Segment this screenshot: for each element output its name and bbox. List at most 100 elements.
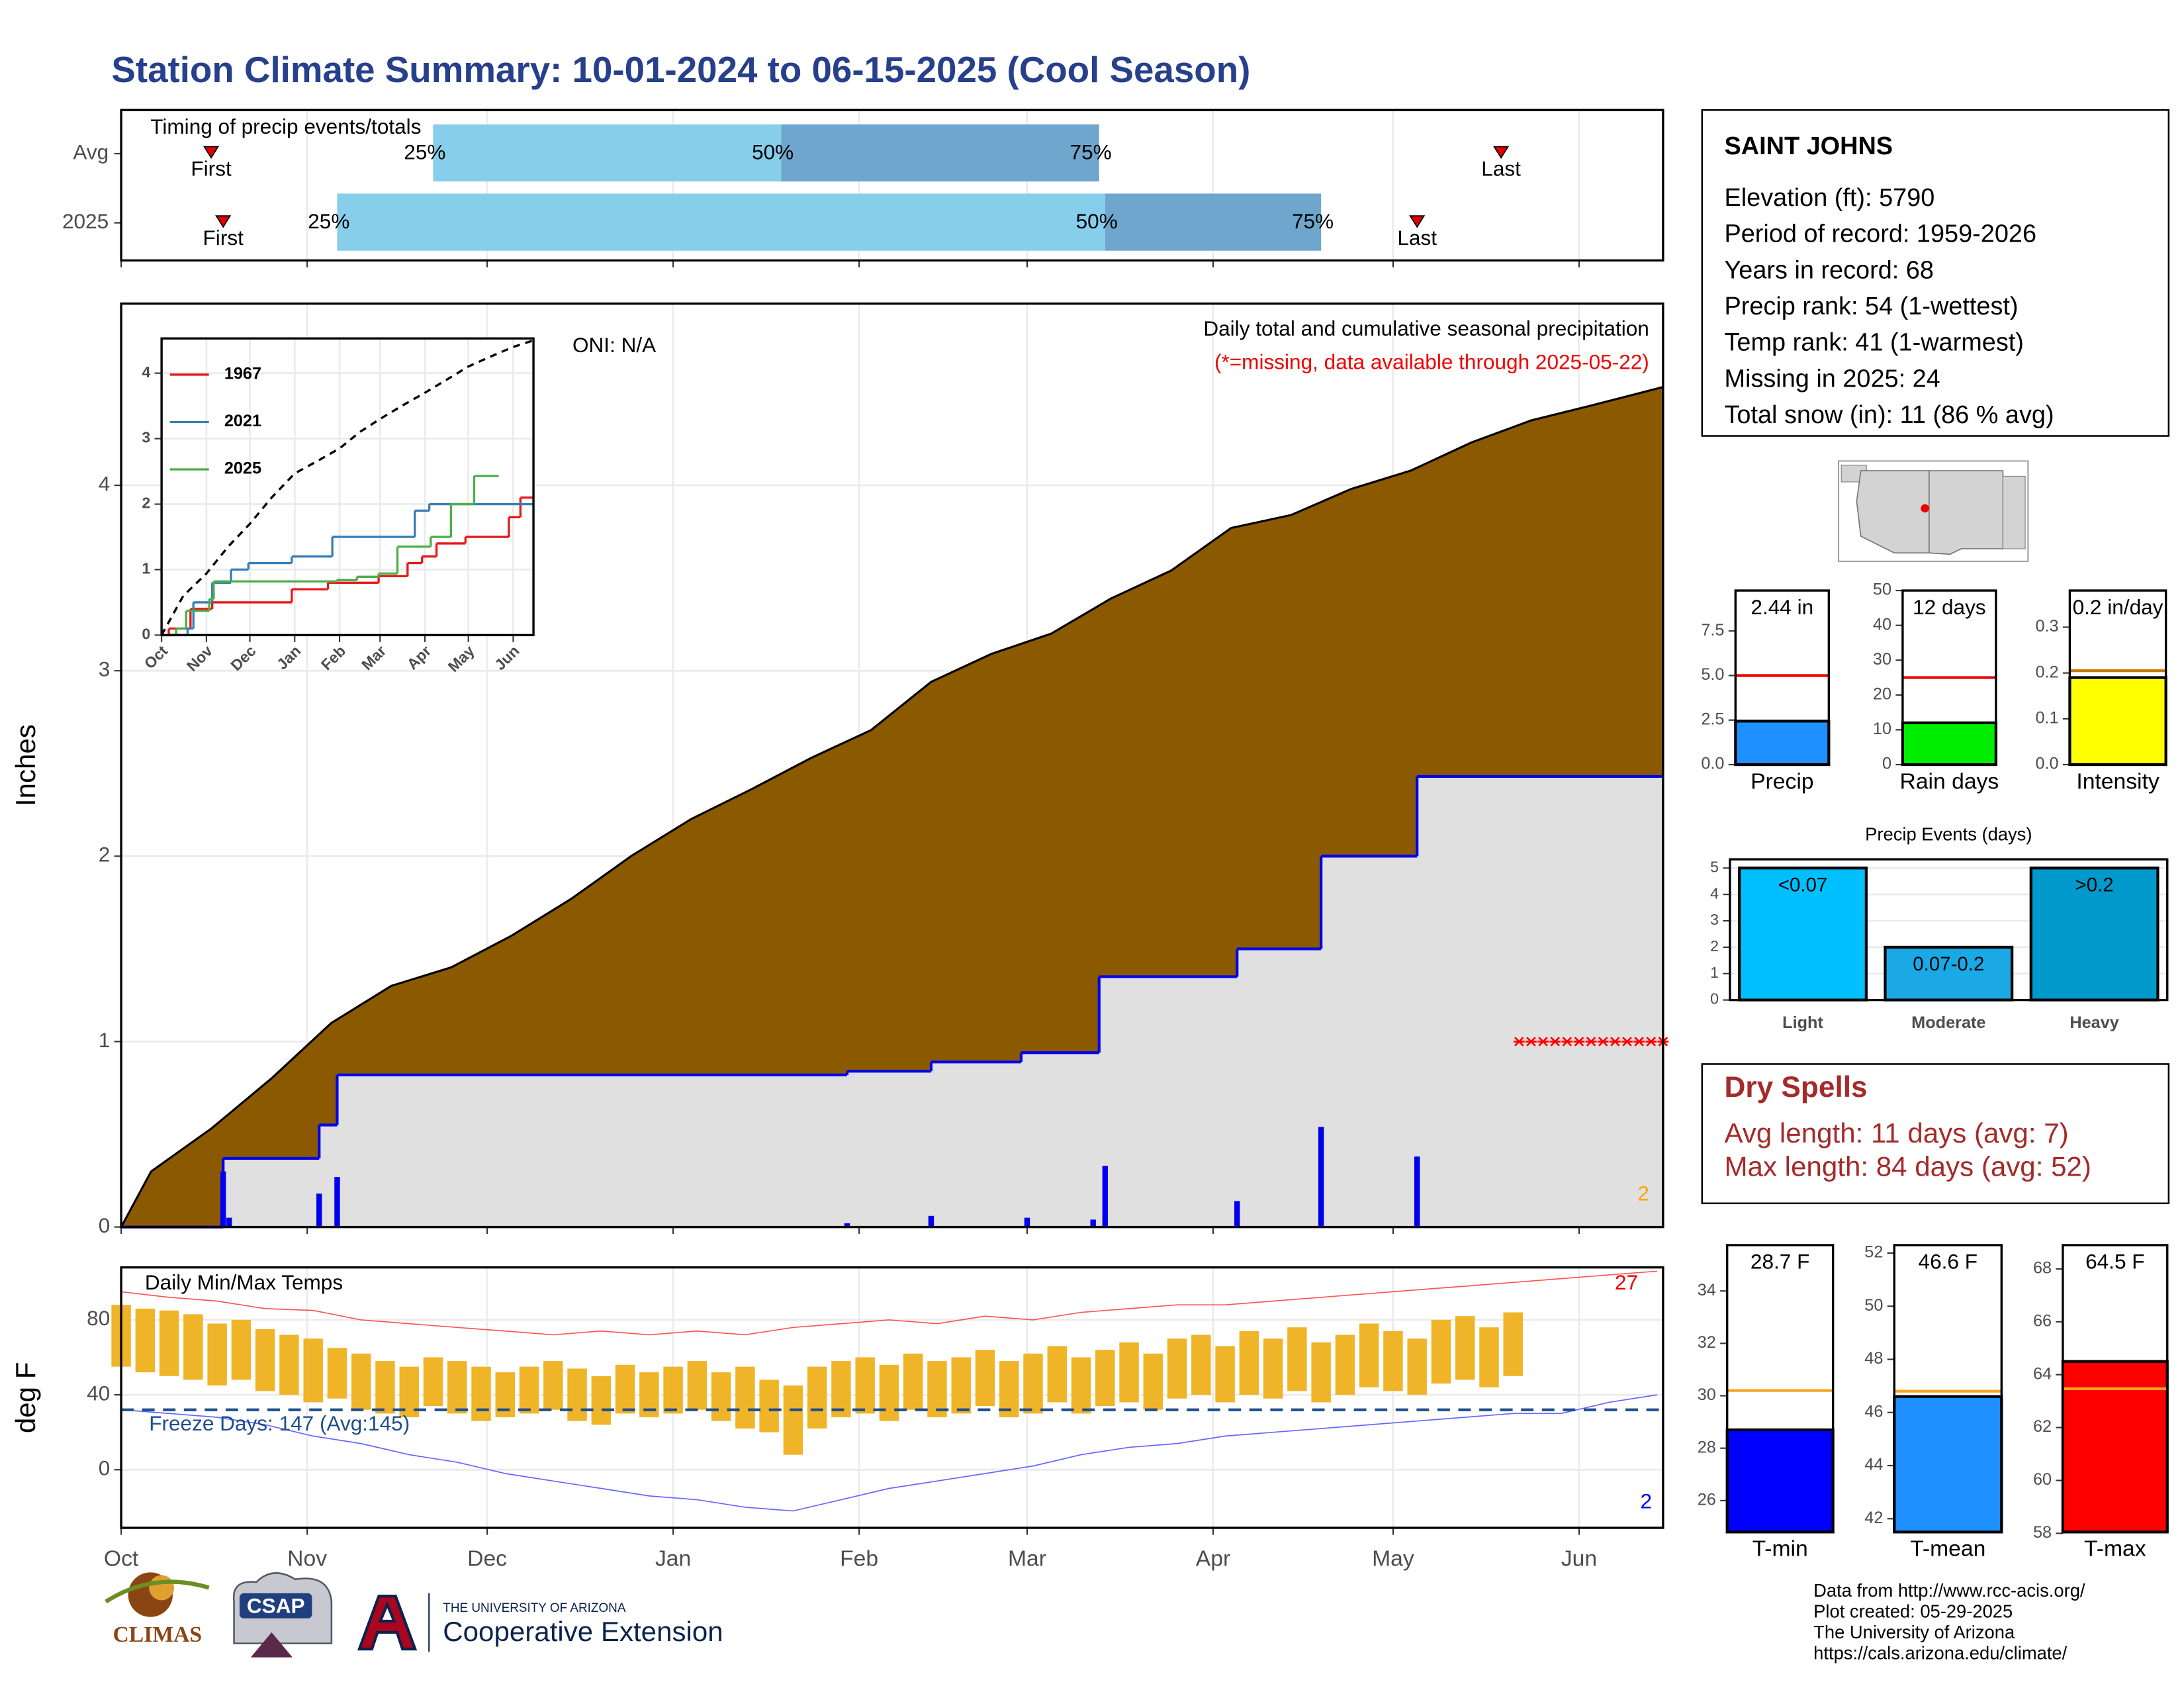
panel-title: Daily Min/Max Temps [145, 1270, 343, 1294]
last-marker [1409, 215, 1426, 228]
y-tick-label: 40 [1873, 615, 1891, 633]
first-label: First [191, 157, 232, 181]
y-tick-label: 0.0 [1701, 755, 1724, 773]
x-tick-label: Dec [467, 1546, 507, 1571]
daily-precip-bar [220, 1171, 226, 1227]
dry-spells-box [1701, 1063, 2170, 1205]
temp-range-bar [1431, 1319, 1451, 1384]
value-label: 12 days [1913, 596, 1986, 620]
temp-range-bar [735, 1366, 755, 1429]
temp-range-bar [471, 1366, 491, 1421]
legend-label: 2021 [224, 412, 261, 430]
category-label: T-mean [1910, 1537, 1985, 1562]
temp-range-bar [1239, 1331, 1259, 1395]
missing-marker [1597, 1037, 1609, 1047]
record-low-line [121, 1394, 1657, 1512]
logo-shape [105, 1579, 210, 1604]
daily-precip-bar [1024, 1217, 1030, 1227]
y-tick-label: 62 [2033, 1417, 2052, 1436]
temp-range-bar [447, 1361, 467, 1414]
y-tick-label: 2 [1710, 937, 1719, 955]
value-label: 2.44 in [1751, 596, 1814, 620]
x-tick-label: Apr [1196, 1546, 1230, 1571]
category-label: Heavy [2070, 1013, 2118, 1032]
temp-range-bar [1359, 1323, 1379, 1387]
y-tick-label: 0 [99, 1456, 111, 1480]
temp-range-bar [183, 1314, 203, 1380]
y-tick-label: 60 [2033, 1470, 2052, 1489]
bin-label: 0.07-0.2 [1913, 953, 1984, 975]
temp-range-bar [927, 1361, 947, 1418]
daily-precip-bar [844, 1223, 850, 1227]
quartile-bar [433, 124, 782, 182]
record-low-count: 2 [1640, 1489, 1652, 1513]
info-line: Missing in 2025: 24 [1724, 365, 1940, 393]
panel-subtitle: (*=missing, data available through 2025-… [1214, 350, 1649, 373]
temp-range-bar [1383, 1331, 1403, 1391]
bar [1738, 867, 1868, 1002]
temp-range-bar [351, 1353, 371, 1410]
dry-spells-title: Dry Spells [1724, 1071, 1867, 1103]
temp-range-bar [687, 1361, 707, 1410]
temp-range-bar [1455, 1316, 1475, 1380]
bar [2061, 1360, 2169, 1534]
value-label: 64.5 F [2085, 1250, 2145, 1275]
y-tick-label: 4 [99, 472, 111, 496]
daily-precip-bar [1090, 1219, 1096, 1227]
missing-marker [1537, 1037, 1549, 1047]
temp-range-bar [1479, 1327, 1499, 1387]
y-tick-label: 46 [1864, 1402, 1883, 1421]
temp-range-bar [591, 1376, 612, 1425]
last-label: Last [1481, 157, 1521, 181]
panel-title: Timing of precip events/totals [150, 115, 421, 138]
bin-label: <0.07 [1778, 874, 1828, 896]
plot-frame [1901, 589, 1997, 766]
station-dot [1921, 504, 1929, 513]
plot-frame [2068, 589, 2167, 766]
footer-line: Plot created: 05-29-2025 [1813, 1601, 2013, 1622]
row-label: Avg [73, 140, 109, 164]
info-line: Years in record: 68 [1724, 256, 1933, 284]
bar [1725, 1428, 1835, 1534]
temp-range-bar [255, 1329, 275, 1391]
info-line: Precip rank: 54 (1-wettest) [1724, 293, 2018, 320]
quartile-bar [337, 193, 1105, 251]
y-tick-label: 0.3 [2035, 617, 2058, 635]
temp-range-bar [1335, 1335, 1355, 1395]
y-tick-label: 52 [1864, 1243, 1883, 1262]
x-tick-label: Nov [287, 1546, 327, 1571]
category-label: Rain days [1900, 769, 1999, 794]
quartile-label: 75% [1292, 209, 1334, 233]
temp-range-bar [303, 1338, 323, 1403]
daily-precip-bar [928, 1215, 934, 1227]
y-tick-label: 28 [1698, 1438, 1716, 1456]
missing-marker [1549, 1037, 1561, 1047]
temp-range-bar [1119, 1342, 1139, 1403]
y-tick-label: 68 [2033, 1259, 2052, 1278]
y-tick-label: 30 [1873, 650, 1891, 669]
temp-range-bar [327, 1348, 347, 1399]
info-line: Total snow (in): 11 (86 % avg) [1724, 401, 2054, 429]
temp-range-bar [831, 1361, 851, 1418]
y-tick-label: 0 [1710, 990, 1719, 1008]
temp-range-bar [1047, 1346, 1068, 1403]
footer-line: https://cals.arizona.edu/climate/ [1813, 1643, 2067, 1664]
logo-text: CSAP [247, 1593, 305, 1617]
temp-range-bar [279, 1335, 299, 1395]
temp-range-bar [711, 1372, 731, 1421]
plot-frame [120, 1266, 1664, 1529]
temp-range-bar [783, 1385, 803, 1455]
corner-label: 2 [1637, 1182, 1649, 1205]
y-tick-label: 44 [1864, 1456, 1883, 1474]
missing-marker [1513, 1037, 1525, 1047]
page-title: Station Climate Summary: 10-01-2024 to 0… [111, 49, 1250, 90]
daily-precip-bar [1318, 1127, 1324, 1227]
temp-range-bar [543, 1361, 563, 1410]
info-line: Period of record: 1959-2026 [1724, 220, 2036, 248]
y-tick-label: 66 [2033, 1311, 2052, 1330]
daily-precip-bar [1414, 1156, 1420, 1227]
category-label: Intensity [2076, 769, 2160, 794]
logo-shape [357, 1595, 418, 1651]
